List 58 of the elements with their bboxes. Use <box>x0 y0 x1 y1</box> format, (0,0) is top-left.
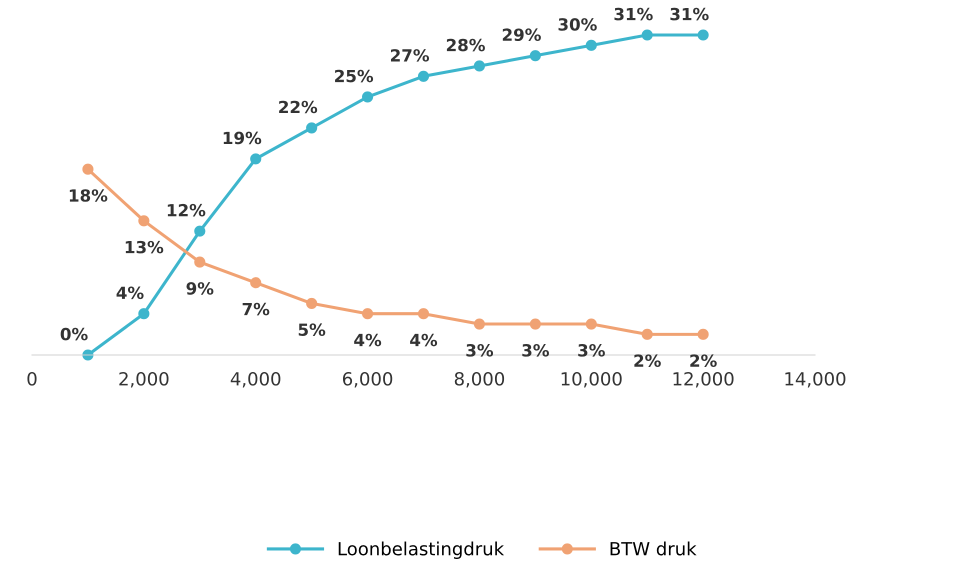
data-label: 30% <box>558 18 597 31</box>
data-label: 3% <box>466 344 494 357</box>
point <box>418 70 430 82</box>
point <box>362 308 374 320</box>
x-tick-label: 6,000 <box>342 372 392 388</box>
point <box>642 29 653 41</box>
point <box>138 215 150 226</box>
data-label: 4% <box>354 334 382 346</box>
data-label: 3% <box>522 344 549 357</box>
data-label: 2% <box>634 354 661 367</box>
point <box>306 298 318 309</box>
point <box>642 328 653 340</box>
x-tick-label: 0 <box>27 372 37 386</box>
point <box>250 277 262 288</box>
data-label: 25% <box>335 70 374 82</box>
data-label: 4% <box>116 286 144 300</box>
data-label: 2% <box>690 354 717 367</box>
x-tick-label: 12,000 <box>674 372 734 388</box>
data-label: 3% <box>578 344 605 357</box>
data-label: 5% <box>298 323 326 336</box>
data-label: 4% <box>410 334 438 346</box>
data-label: 19% <box>224 132 262 144</box>
data-label: 9% <box>186 282 214 295</box>
data-label: 27% <box>390 49 430 62</box>
data-label: 12% <box>168 204 206 217</box>
point <box>82 349 94 361</box>
legend-label: Loonbelastingdruk <box>338 542 504 560</box>
data-label: 28% <box>446 38 485 52</box>
point <box>530 50 541 62</box>
point <box>586 318 597 330</box>
point <box>474 60 485 72</box>
x-tick-label: 10,000 <box>562 372 622 388</box>
point <box>250 153 262 164</box>
point <box>362 91 374 102</box>
point <box>418 308 430 320</box>
legend-label: BTW druk <box>610 542 697 556</box>
data-label: 0% <box>60 328 88 340</box>
point <box>530 318 541 330</box>
point <box>306 122 318 134</box>
point <box>698 29 709 41</box>
point <box>474 318 485 330</box>
point <box>82 164 94 175</box>
point <box>586 40 597 51</box>
data-label: 22% <box>279 100 318 114</box>
data-label: 13% <box>126 240 164 254</box>
x-tick-label: 2,000 <box>119 372 169 388</box>
data-label: 31% <box>670 8 709 20</box>
data-label: 29% <box>502 28 541 42</box>
data-label: 7% <box>242 302 270 316</box>
point <box>138 308 150 320</box>
data-label: 18% <box>70 189 108 202</box>
x-tick-label: 8,000 <box>454 372 504 388</box>
point <box>194 256 206 268</box>
point <box>194 226 206 237</box>
x-tick-label: 14,000 <box>785 372 846 388</box>
data-label: 31% <box>614 8 653 20</box>
point <box>698 328 709 340</box>
x-tick-label: 4,000 <box>230 372 280 388</box>
